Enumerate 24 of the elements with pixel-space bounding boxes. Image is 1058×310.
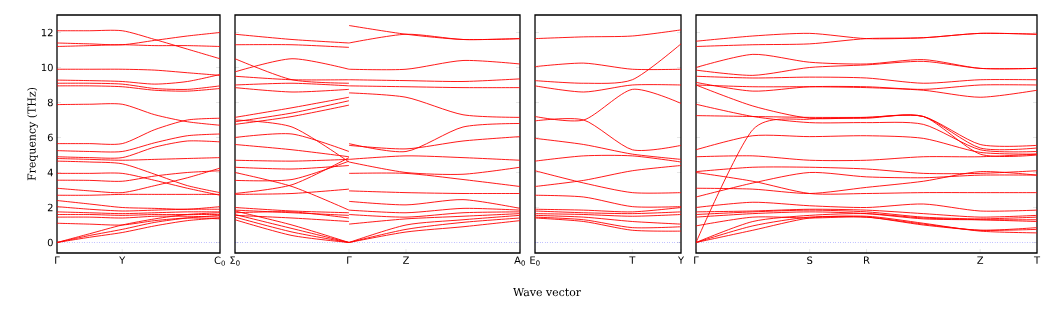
y-tick-label: 6 <box>47 133 53 142</box>
x-tick-label: Z <box>977 256 984 264</box>
y-tick-label: 2 <box>47 203 53 212</box>
text: Wave vector <box>513 288 582 297</box>
y-tick-label: 0 <box>47 238 53 247</box>
x-tick-label: Y <box>677 256 685 264</box>
y-tick-label: 12 <box>41 28 53 37</box>
x-tick-label: Σ$_{0}$ <box>230 256 240 266</box>
x-tick-label: R <box>864 256 870 264</box>
x-tick-label: E$_{0}$ <box>530 256 540 266</box>
x-tick-label: T <box>629 256 636 264</box>
x-tick-label: A$_{0}$ <box>514 256 525 266</box>
y-tick-label: 10 <box>41 63 53 72</box>
x-tick-label: S <box>807 256 813 265</box>
x-tick-label: T <box>1033 256 1041 264</box>
y-tick-label: 4 <box>47 168 53 177</box>
y-tick-label: 8 <box>47 98 53 107</box>
y-axis-title: Frequency (THz) <box>27 87 38 181</box>
x-tick-label: Γ <box>694 256 699 264</box>
x-tick-label: Z <box>403 256 409 264</box>
x-tick-label: Γ <box>347 256 352 264</box>
x-tick-label: Γ <box>55 256 60 264</box>
x-tick-label: Y <box>119 256 126 264</box>
x-tick-label: C$_{0}$ <box>214 256 225 266</box>
